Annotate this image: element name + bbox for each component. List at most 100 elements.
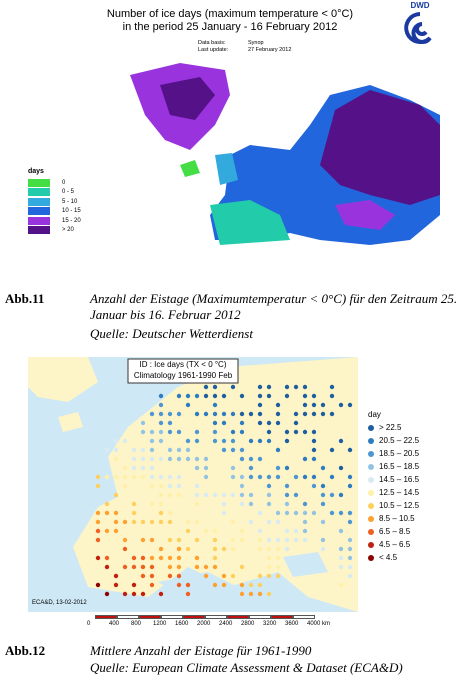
legend1: days 0 0 - 5 5 - 10 10 - 15 15 - 20 > 20	[28, 168, 81, 235]
station-dot	[338, 528, 344, 534]
legend-item: 18.5 – 20.5	[368, 447, 419, 460]
scale-segment	[205, 615, 227, 619]
station-dot	[140, 429, 146, 435]
station-dot	[113, 510, 119, 516]
station-dot	[257, 510, 263, 516]
title-box	[127, 358, 239, 384]
legend-items: > 22.5 20.5 – 22.5 18.5 – 20.5 16.5 – 18.5 1…	[368, 421, 419, 564]
black-sea-region	[335, 200, 395, 230]
station-dot	[302, 393, 308, 399]
station-dot	[140, 573, 146, 579]
station-dot	[239, 456, 245, 462]
station-dot	[158, 510, 164, 516]
station-dot	[158, 591, 164, 597]
station-dot	[230, 492, 236, 498]
iceland	[180, 160, 200, 177]
station-dot	[185, 456, 191, 462]
station-dot	[239, 537, 245, 543]
station-dot	[167, 429, 173, 435]
station-dot	[239, 591, 245, 597]
station-dot	[167, 456, 173, 462]
station-dot	[194, 456, 200, 462]
scale-segment	[95, 615, 117, 619]
legend-dot	[368, 528, 374, 535]
station-dot	[104, 501, 110, 507]
legend-label: 0 - 5	[62, 189, 75, 196]
station-dot	[131, 447, 137, 453]
station-dot	[275, 573, 281, 579]
station-dot	[239, 483, 245, 489]
station-dot	[320, 519, 326, 525]
station-dot	[293, 429, 299, 435]
station-dot	[158, 411, 164, 417]
station-dot	[239, 429, 245, 435]
legend-label: 4.5 – 6.5	[379, 540, 411, 549]
station-dot	[104, 591, 110, 597]
legend-dot	[368, 554, 374, 561]
station-dot	[248, 492, 254, 498]
station-dot	[176, 492, 182, 498]
station-dot	[185, 591, 191, 597]
station-dot	[266, 429, 272, 435]
station-dot	[347, 447, 353, 453]
station-dot	[167, 573, 173, 579]
station-dot	[239, 393, 245, 399]
info-label: Data basis:	[198, 40, 226, 46]
station-dot	[212, 546, 218, 552]
station-dot	[293, 492, 299, 498]
station-dot	[248, 501, 254, 507]
station-dot	[275, 555, 281, 561]
caption-text: Anzahl der Eistage (Maximumtemperatur < …	[90, 291, 458, 322]
station-dot	[194, 438, 200, 444]
station-dot	[167, 555, 173, 561]
station-dot	[284, 546, 290, 552]
station-dot	[203, 384, 209, 390]
scale-label: 2800	[241, 621, 255, 627]
station-dot	[113, 492, 119, 498]
station-dot	[212, 564, 218, 570]
scale-segment	[139, 615, 161, 619]
station-dot	[248, 582, 254, 588]
station-dot	[176, 573, 182, 579]
station-dot	[167, 420, 173, 426]
title-line: in the period 25 January - 16 February 2…	[122, 21, 338, 33]
station-dot	[113, 519, 119, 525]
station-dot	[275, 402, 281, 408]
station-dot	[149, 483, 155, 489]
station-dot	[347, 483, 353, 489]
station-dot	[275, 474, 281, 480]
station-dot	[329, 447, 335, 453]
station-dot	[302, 456, 308, 462]
caption-label: Abb.12	[5, 643, 46, 658]
north-east	[320, 90, 440, 205]
legend-title: days	[28, 168, 44, 175]
station-dot	[185, 402, 191, 408]
station-dot	[176, 483, 182, 489]
station-dot	[122, 591, 128, 597]
station-dot	[230, 384, 236, 390]
station-dot	[131, 555, 137, 561]
station-dot	[122, 438, 128, 444]
title-line: ID : Ice days (TX < 0 °C)	[139, 360, 227, 369]
station-dot	[122, 519, 128, 525]
station-dot	[221, 501, 227, 507]
station-dot	[338, 555, 344, 561]
station-dot	[293, 420, 299, 426]
station-dot	[284, 384, 290, 390]
station-dot	[275, 519, 281, 525]
station-dot	[131, 519, 137, 525]
station-dot	[167, 474, 173, 480]
station-dot	[266, 393, 272, 399]
station-dots	[95, 384, 353, 597]
station-dot	[113, 582, 119, 588]
station-dot	[284, 501, 290, 507]
legend-label: 10 - 15	[62, 208, 81, 215]
station-dot	[266, 474, 272, 480]
station-dot	[176, 393, 182, 399]
station-dot	[140, 420, 146, 426]
legend-label: 5 - 10	[62, 198, 78, 205]
station-dot	[104, 555, 110, 561]
station-dot	[176, 456, 182, 462]
legend-item: 15 - 20	[28, 216, 81, 226]
station-dot	[230, 411, 236, 417]
